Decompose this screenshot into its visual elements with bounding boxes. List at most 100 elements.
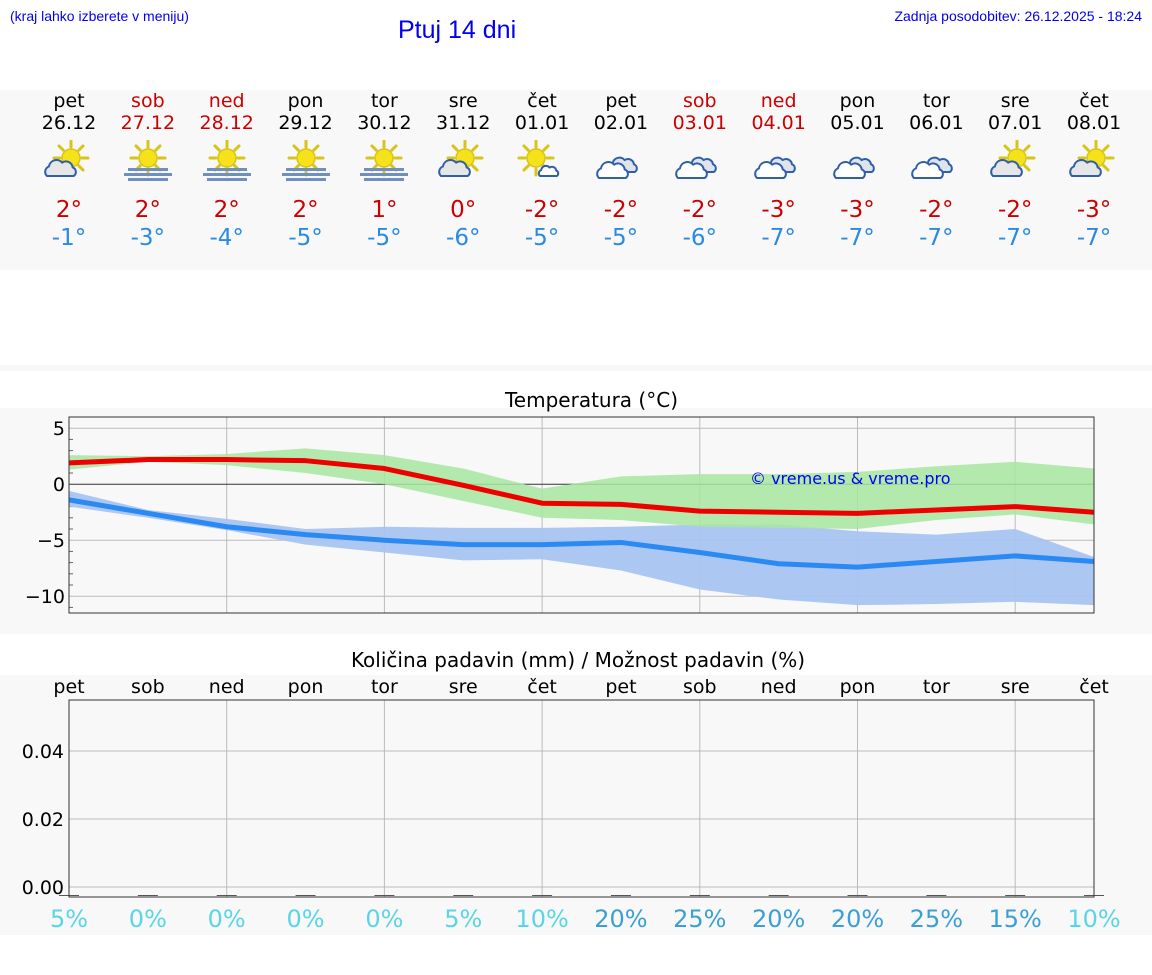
- forecast-day: ned 04.01 -3° -7°: [739, 90, 819, 252]
- forecast-day: pet 02.01 -2° -5°: [581, 90, 661, 252]
- sun-fog-icon: [281, 140, 330, 181]
- day-name: ned: [208, 90, 245, 112]
- max-temperature: 2°: [55, 197, 83, 223]
- day-label: čet: [527, 676, 557, 698]
- precip-bar: [926, 895, 947, 896]
- precip-probability-label: 15%: [989, 905, 1042, 933]
- day-label: pet: [53, 676, 84, 698]
- day-name: sob: [683, 90, 717, 112]
- precipitation-chart-title: Količina padavin (mm) / Možnost padavin …: [351, 648, 805, 672]
- sun-behind-small-cloud-icon: [1069, 140, 1115, 177]
- day-label: tor: [371, 676, 398, 698]
- precip-probability-label: 5%: [444, 905, 482, 933]
- day-label: ned: [761, 676, 797, 698]
- day-label: ned: [209, 676, 245, 698]
- day-name: pon: [839, 90, 876, 112]
- min-temperature-line: [68, 497, 1095, 570]
- day-name: tor: [922, 90, 950, 112]
- plot-border: [68, 416, 1095, 614]
- precip-bar: [374, 895, 395, 896]
- max-temperature: -2°: [682, 197, 718, 223]
- day-name: sre: [448, 90, 478, 112]
- watermark: © vreme.us & vreme.pro: [750, 469, 951, 488]
- y-tick-label: 5: [53, 418, 65, 440]
- sun-fog-icon: [123, 140, 172, 181]
- min-temperature: -7°: [840, 225, 875, 251]
- day-label: čet: [1079, 676, 1109, 698]
- precip-bar: [295, 895, 316, 896]
- max-temperature: 2°: [292, 197, 319, 223]
- plot-area: [69, 700, 1094, 897]
- precip-bar: [532, 895, 553, 896]
- day-date: 04.01: [751, 112, 806, 134]
- day-name: čet: [1079, 90, 1109, 112]
- last-updated: Zadnja posodobitev: 26.12.2025 - 18:24: [894, 8, 1142, 24]
- sun-behind-small-cloud-icon: [44, 140, 90, 177]
- max-temperature: -2°: [919, 197, 954, 223]
- day-label: sre: [1001, 676, 1030, 698]
- min-temperature: -7°: [1076, 225, 1112, 251]
- day-label: sob: [683, 676, 717, 698]
- forecast-day: sob 27.12 2° -3°: [108, 90, 188, 252]
- day-date: 08.01: [1066, 112, 1122, 134]
- max-temperature: 1°: [371, 197, 398, 223]
- max-temperature: 2°: [134, 197, 161, 223]
- cloudy-icon: [911, 156, 954, 179]
- plot-border: [68, 699, 1095, 898]
- day-date: 30.12: [357, 112, 412, 134]
- day-label: sob: [131, 676, 165, 698]
- day-label: pet: [605, 676, 636, 698]
- y-tick-label: −10: [25, 586, 65, 608]
- precip-bar: [1005, 895, 1026, 896]
- forecast-day: sob 03.01 -2° -6°: [660, 90, 740, 252]
- forecast-day: čet 08.01 -3° -7°: [1054, 90, 1134, 252]
- precip-probability-label: 5%: [50, 905, 88, 933]
- precip-probability-label: 0%: [208, 905, 246, 933]
- cloudy-icon: [596, 156, 638, 179]
- min-temperature: -4°: [209, 225, 244, 251]
- forecast-strip-bg: [0, 90, 1152, 270]
- day-label: pon: [288, 676, 324, 698]
- day-date: 07.01: [987, 112, 1043, 134]
- location-hint: (kraj lahko izberete v meniju): [10, 8, 189, 24]
- min-temperature: -5°: [288, 225, 323, 251]
- separator-band: [0, 365, 1152, 371]
- cloudy-icon: [832, 156, 875, 179]
- day-label: tor: [923, 676, 950, 698]
- precip-bar: [137, 895, 158, 896]
- day-name: pon: [287, 90, 324, 112]
- precip-probability-label: 10%: [515, 905, 568, 933]
- temperature-chart-title: Temperatura (°C): [504, 388, 678, 412]
- temperature-chart: Temperatura (°C) 5 0 −5 −10 © vreme.us & vrem…: [25, 388, 1095, 614]
- day-name: sob: [131, 90, 165, 112]
- max-temperature: -2°: [524, 197, 560, 223]
- min-temperature: -7°: [919, 225, 954, 251]
- day-date: 26.12: [41, 112, 97, 134]
- day-date: 05.01: [830, 112, 885, 134]
- sun-behind-small-cloud-icon: [438, 140, 484, 177]
- min-temperature: -5°: [524, 225, 560, 251]
- max-temperature: 2°: [213, 197, 240, 223]
- sun-behind-small-cloud-icon: [990, 140, 1036, 177]
- forecast-day: pon 05.01 -3° -7°: [818, 90, 898, 252]
- min-temperature: -1°: [51, 225, 87, 251]
- precip-bar: [847, 895, 868, 896]
- forecast-day: pet 26.12 2° -1°: [29, 90, 109, 252]
- max-temperature: -3°: [1076, 197, 1112, 223]
- sun-fog-icon: [360, 140, 409, 181]
- precip-probability-label: 20%: [594, 905, 647, 933]
- y-tick-label: 0: [53, 474, 65, 496]
- precip-bar: [610, 895, 631, 896]
- precip-probability-label: 25%: [910, 905, 963, 933]
- precip-bar: [768, 895, 789, 896]
- max-temperature: -3°: [840, 197, 875, 223]
- day-date: 28.12: [199, 112, 254, 134]
- mostly-sunny-icon: [517, 140, 560, 177]
- sun-fog-icon: [202, 140, 251, 181]
- day-date: 03.01: [672, 112, 727, 134]
- day-date: 29.12: [278, 112, 333, 134]
- min-temperature: -6°: [446, 225, 481, 251]
- day-date: 02.01: [593, 112, 649, 134]
- max-temperature-band: [69, 448, 1095, 529]
